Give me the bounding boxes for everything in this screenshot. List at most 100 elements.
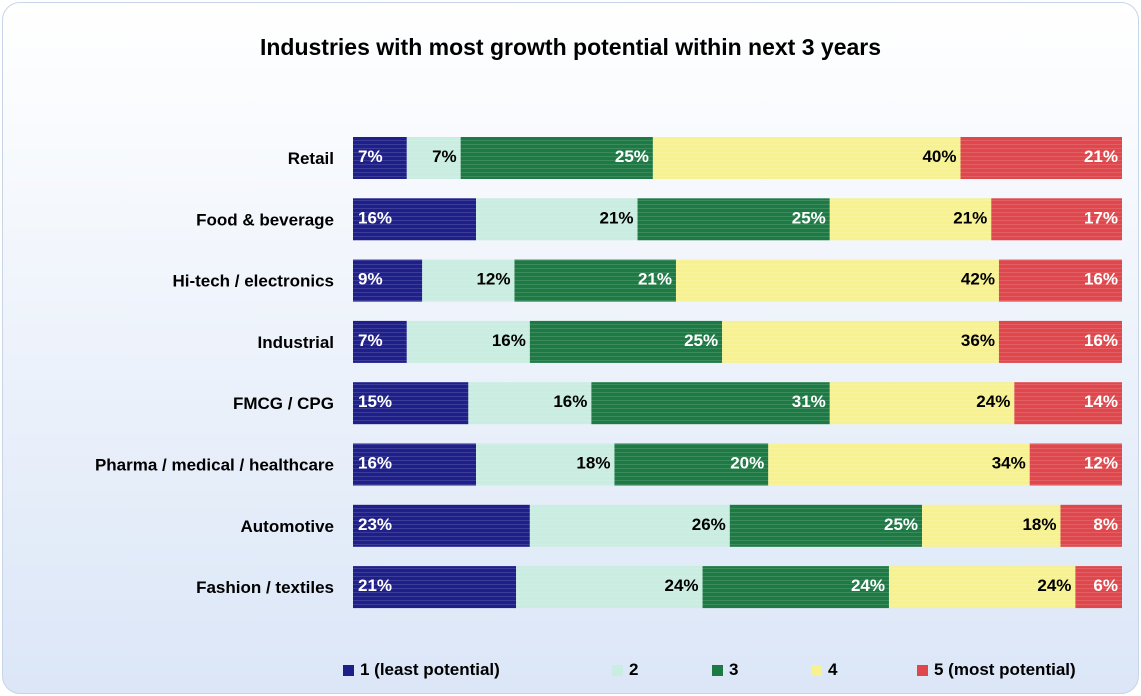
legend-swatch bbox=[343, 664, 354, 676]
category-label: FMCG / CPG bbox=[233, 394, 334, 413]
bar-texture bbox=[516, 566, 703, 609]
bars-group: 7% 7% 25% 40% 21% 16% 21% 25% 21% 17% 9% 12% 21% 42% 1… bbox=[353, 137, 1122, 609]
legend-swatch bbox=[811, 664, 822, 676]
legend-label: 1 (least potential) bbox=[360, 660, 500, 679]
category-labels: Retail Food & beverage Hi-tech / electroni… bbox=[95, 149, 334, 597]
data-label: 18% bbox=[576, 454, 610, 473]
category-label: Retail bbox=[288, 149, 334, 168]
data-label: 31% bbox=[792, 392, 826, 411]
bar-texture bbox=[960, 137, 1122, 179]
data-label: 24% bbox=[851, 576, 885, 595]
category-label: Food & beverage bbox=[196, 210, 334, 229]
data-label: 36% bbox=[961, 331, 995, 350]
bar-texture bbox=[460, 137, 653, 179]
legend-label: 3 bbox=[729, 660, 739, 679]
data-label: 16% bbox=[358, 208, 392, 227]
bar-texture bbox=[514, 259, 676, 302]
category-label: Automotive bbox=[241, 517, 335, 536]
category-label: Fashion / textiles bbox=[196, 578, 334, 597]
data-label: 15% bbox=[358, 392, 392, 411]
data-label: 12% bbox=[476, 270, 510, 289]
bar-texture bbox=[529, 320, 723, 363]
bar-texture bbox=[829, 198, 992, 241]
category-label: Industrial bbox=[257, 333, 334, 352]
data-label: 26% bbox=[692, 515, 726, 534]
data-label: 6% bbox=[1093, 576, 1118, 595]
legend-item: 5 (most potential) bbox=[917, 660, 1076, 680]
bar-texture bbox=[675, 259, 999, 302]
data-label: 8% bbox=[1093, 515, 1118, 534]
bar-texture bbox=[829, 382, 1015, 425]
data-label: 21% bbox=[1084, 147, 1118, 166]
data-label: 40% bbox=[922, 147, 956, 166]
legend-swatch bbox=[612, 664, 623, 676]
bar-texture bbox=[353, 382, 469, 425]
bar-texture bbox=[614, 443, 769, 486]
bar-texture bbox=[529, 504, 730, 547]
data-label: 25% bbox=[884, 515, 918, 534]
bar-texture bbox=[353, 566, 517, 609]
bar-texture bbox=[1014, 382, 1122, 425]
data-label: 21% bbox=[638, 270, 672, 289]
data-label: 25% bbox=[792, 208, 826, 227]
bar-texture bbox=[1060, 504, 1122, 547]
legend-swatch bbox=[917, 664, 928, 676]
bar-texture bbox=[476, 198, 638, 241]
data-label: 7% bbox=[358, 147, 383, 166]
bar-texture bbox=[591, 382, 830, 425]
bar-texture bbox=[922, 504, 1061, 547]
bar-texture bbox=[991, 198, 1122, 241]
bar-texture bbox=[702, 566, 889, 609]
bar-texture bbox=[722, 320, 999, 363]
data-label: 7% bbox=[358, 331, 383, 350]
legend-label: 5 (most potential) bbox=[934, 660, 1076, 679]
bar-texture bbox=[353, 137, 407, 179]
bar-texture bbox=[729, 504, 923, 547]
category-label: Hi-tech / electronics bbox=[172, 272, 334, 291]
bar-texture bbox=[406, 320, 530, 363]
bar-texture bbox=[1075, 566, 1122, 609]
data-label: 16% bbox=[358, 454, 392, 473]
category-label: Pharma / medical / healthcare bbox=[95, 456, 334, 475]
data-label: 21% bbox=[953, 208, 987, 227]
data-label: 25% bbox=[615, 147, 649, 166]
data-label: 16% bbox=[553, 392, 587, 411]
bar-texture bbox=[998, 259, 1122, 302]
bar-texture bbox=[406, 137, 461, 179]
data-label: 24% bbox=[1037, 576, 1071, 595]
data-label: 34% bbox=[992, 454, 1026, 473]
bar-texture bbox=[637, 198, 830, 241]
data-label: 17% bbox=[1084, 208, 1118, 227]
bar-chart: 7% 7% 25% 40% 21% 16% 21% 25% 21% 17% 9% 12% 21% 42% 1… bbox=[95, 137, 1122, 609]
data-label: 14% bbox=[1084, 392, 1118, 411]
bar-texture bbox=[652, 137, 961, 179]
bar-texture bbox=[353, 320, 407, 363]
bar-texture bbox=[768, 443, 1030, 486]
chart-title: Industries with most growth potential wi… bbox=[259, 34, 882, 60]
bar-texture bbox=[422, 259, 515, 302]
bar-texture bbox=[468, 382, 592, 425]
legend-item: 3 bbox=[712, 660, 738, 680]
data-label: 16% bbox=[1084, 270, 1118, 289]
legend-label: 4 bbox=[828, 660, 838, 679]
legend-item: 4 bbox=[811, 660, 837, 680]
bar-texture bbox=[1029, 443, 1122, 486]
data-label: 12% bbox=[1084, 454, 1118, 473]
bar-texture bbox=[476, 443, 615, 486]
data-label: 16% bbox=[1084, 331, 1118, 350]
legend: 1 (least potential) 2 3 4 5 (most potential) bbox=[0, 660, 1141, 690]
legend-item: 1 (least potential) bbox=[343, 660, 500, 680]
data-label: 20% bbox=[730, 454, 764, 473]
data-label: 23% bbox=[358, 515, 392, 534]
data-label: 25% bbox=[684, 331, 718, 350]
data-label: 18% bbox=[1022, 515, 1056, 534]
bar-texture bbox=[353, 504, 530, 547]
bar-texture bbox=[353, 443, 477, 486]
data-label: 16% bbox=[492, 331, 526, 350]
data-label: 21% bbox=[358, 576, 392, 595]
data-label: 7% bbox=[432, 147, 457, 166]
data-label: 21% bbox=[599, 208, 633, 227]
legend-label: 2 bbox=[629, 660, 639, 679]
data-label: 24% bbox=[976, 392, 1010, 411]
data-label: 42% bbox=[961, 270, 995, 289]
